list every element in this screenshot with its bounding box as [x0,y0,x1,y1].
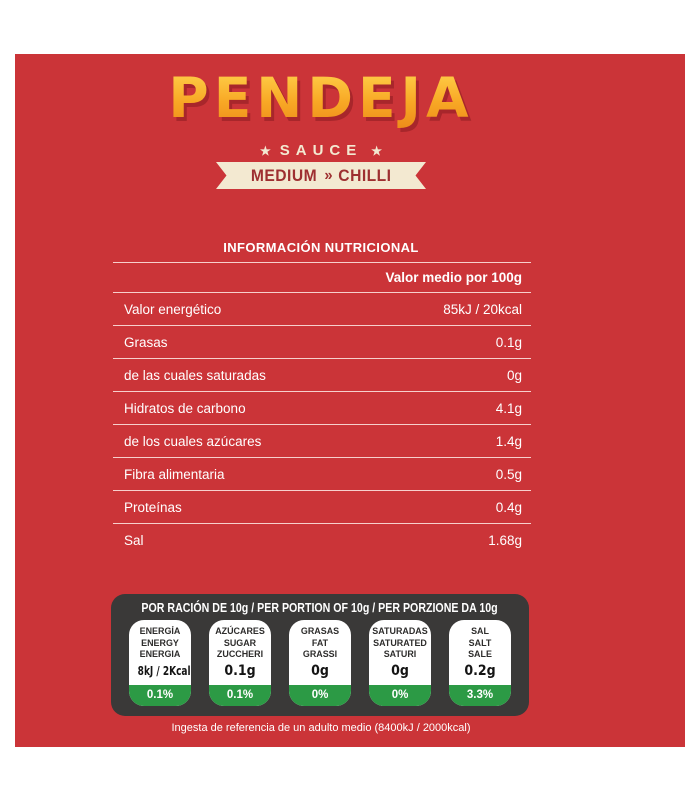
row-label: de las cuales saturadas [124,367,266,383]
row-value: 4.1g [495,400,522,416]
table-row: Proteínas 0.4g [113,490,531,523]
row-value: 85kJ / 20kcal [443,301,522,317]
nutrient-pill-salt: SAL SALT SALE 0.2g 3.3% [449,620,511,706]
pill-value: 8kJ / 2Kcal [137,662,191,678]
row-value: 0.4g [495,499,522,515]
row-label: Proteínas [124,499,182,515]
table-row: Fibra alimentaria 0.5g [113,457,531,490]
variant-banner-wrap: MEDIUM » CHILLI [112,162,530,189]
nutrient-pill-sugar: AZÚCARES SUGAR ZUCCHERI 0.1g 0.1% [209,620,271,706]
row-value: 0.1g [495,334,522,350]
pill-percent: 0.1% [129,685,191,706]
pill-percent: 0% [289,685,351,706]
variant-right-label: CHILLI [338,165,392,185]
nutrient-pills: ENERGÍA ENERGY ENERGIA 8kJ / 2Kcal 0.1% … [111,620,529,706]
star-icon: ★ [371,143,383,158]
pill-value: 0g [311,662,329,679]
pill-names: SATURADAS SATURATED SATURI [372,626,428,661]
pill-names: SAL SALT SALE [468,626,492,661]
pill-names: AZÚCARES SUGAR ZUCCHERI [215,626,265,661]
table-row: Valor energético 85kJ / 20kcal [113,292,531,325]
portion-header-text: POR RACIÓN DE 10g / PER PORTION OF 10g /… [141,601,499,615]
row-label: Sal [124,532,144,548]
product-label: PENDEJA ★ SAUCE ★ MEDIUM » CHILLI INFORM… [15,54,685,747]
table-row: de los cuales azúcares 1.4g [113,424,531,457]
pill-percent: 3.3% [449,685,511,706]
variant-banner: MEDIUM » CHILLI [216,162,426,189]
row-value: 0g [506,367,522,383]
pill-value: 0.2g [464,662,496,679]
table-row: Sal 1.68g [113,523,531,556]
table-row: Grasas 0.1g [113,325,531,358]
pill-names: GRASAS FAT GRASSI [300,626,340,661]
nutrient-pill-saturated: SATURADAS SATURATED SATURI 0g 0% [369,620,431,706]
pill-names: ENERGÍA ENERGY ENERGIA [139,626,181,661]
star-icon: ★ [259,143,271,158]
row-value: 0.5g [495,466,522,482]
nutrient-pill-energy: ENERGÍA ENERGY ENERGIA 8kJ / 2Kcal 0.1% [129,620,191,706]
row-label: Fibra alimentaria [124,466,225,482]
row-label: Valor energético [124,301,222,317]
pill-value: 0.1g [224,662,256,679]
pill-value: 0g [391,662,409,679]
chevrons-icon: » [324,166,332,184]
pill-percent: 0% [369,685,431,706]
table-row: Hidratos de carbono 4.1g [113,391,531,424]
table-header-row: Valor medio por 100g [113,262,531,292]
portion-panel: POR RACIÓN DE 10g / PER PORTION OF 10g /… [111,594,529,716]
table-row: de las cuales saturadas 0g [113,358,531,391]
row-value: 1.4g [495,433,522,449]
row-value: 1.68g [488,532,522,548]
pill-percent: 0.1% [209,685,271,706]
nutrition-title: INFORMACIÓN NUTRICIONAL [223,240,419,255]
brand-name: PENDEJA [112,69,530,128]
portion-header: POR RACIÓN DE 10g / PER PORTION OF 10g /… [111,601,529,615]
sauce-label: SAUCE [279,142,363,159]
variant-left-label: MEDIUM [251,165,318,185]
column-header: Valor medio por 100g [385,270,522,285]
row-label: Grasas [124,334,168,350]
nutrient-pill-fat: GRASAS FAT GRASSI 0g 0% [289,620,351,706]
reference-intake-footnote: Ingesta de referencia de un adulto medio… [171,722,471,734]
row-label: Hidratos de carbono [124,400,246,416]
nutrition-table: Valor medio por 100g Valor energético 85… [113,262,531,556]
row-label: de los cuales azúcares [124,433,262,449]
sauce-tagline: ★ SAUCE ★ [112,142,530,159]
